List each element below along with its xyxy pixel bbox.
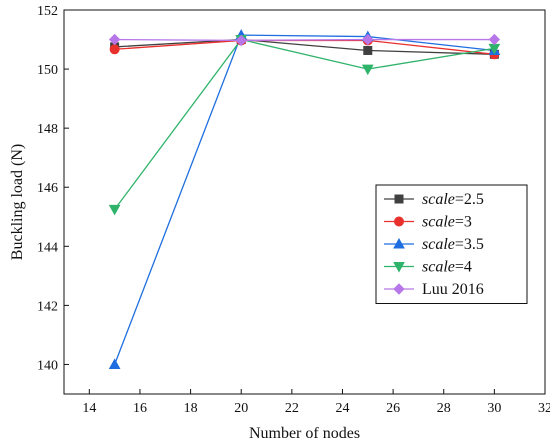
x-tick-label: 22 [285, 401, 299, 416]
data-point [109, 44, 120, 55]
series-markers [108, 29, 501, 369]
x-tick-label: 16 [133, 401, 147, 416]
y-tick-label: 148 [37, 122, 58, 137]
y-tick-label: 150 [37, 63, 58, 78]
x-axis-label: Number of nodes [249, 425, 360, 442]
data-point [108, 33, 121, 46]
plot-frame [63, 9, 546, 395]
data-point [488, 33, 501, 46]
data-point [393, 262, 405, 273]
legend-label: scale=3.5 [422, 236, 484, 253]
legend: scale=2.5 scale=3 scale=3.5 scale=4 Luu 2016 [375, 184, 528, 304]
x-tick-label: 20 [234, 401, 248, 416]
x-tick-label: 24 [335, 401, 349, 416]
x-tick-label: 14 [82, 401, 96, 416]
plot-area [63, 9, 546, 395]
axis-ticks: 14 16 18 20 22 24 26 28 30 32 140 142 144 146 148 150 15… [37, 4, 550, 416]
series-line [114, 38, 495, 210]
x-tick-label: 18 [184, 401, 198, 416]
y-tick-label: 152 [37, 4, 58, 19]
data-point [362, 33, 374, 46]
y-tick-label: 142 [37, 299, 58, 314]
y-tick-label: 146 [37, 181, 58, 196]
legend-label: scale=4 [422, 259, 472, 276]
y-tick-label: 140 [37, 358, 58, 373]
y-axis-label: Buckling load (N) [9, 144, 26, 260]
data-point [393, 283, 405, 295]
data-point [394, 194, 404, 204]
data-point [108, 358, 121, 369]
data-point [393, 237, 405, 249]
data-point [235, 34, 247, 47]
data-point [361, 64, 374, 76]
data-point [363, 45, 373, 55]
series-line [114, 38, 495, 42]
x-tick-label: 26 [386, 401, 400, 416]
y-tick-label: 144 [37, 240, 58, 255]
legend-label: Luu 2016 [422, 281, 484, 298]
legend-label: scale=2.5 [422, 191, 484, 208]
series-line [114, 34, 495, 365]
series-lines [114, 34, 495, 365]
x-tick-label: 32 [538, 401, 550, 416]
legend-label: scale=3 [422, 214, 472, 231]
series-line [114, 38, 495, 55]
x-tick-label: 30 [487, 401, 501, 416]
x-tick-label: 28 [437, 401, 451, 416]
data-point [394, 216, 404, 227]
data-point [108, 204, 121, 216]
